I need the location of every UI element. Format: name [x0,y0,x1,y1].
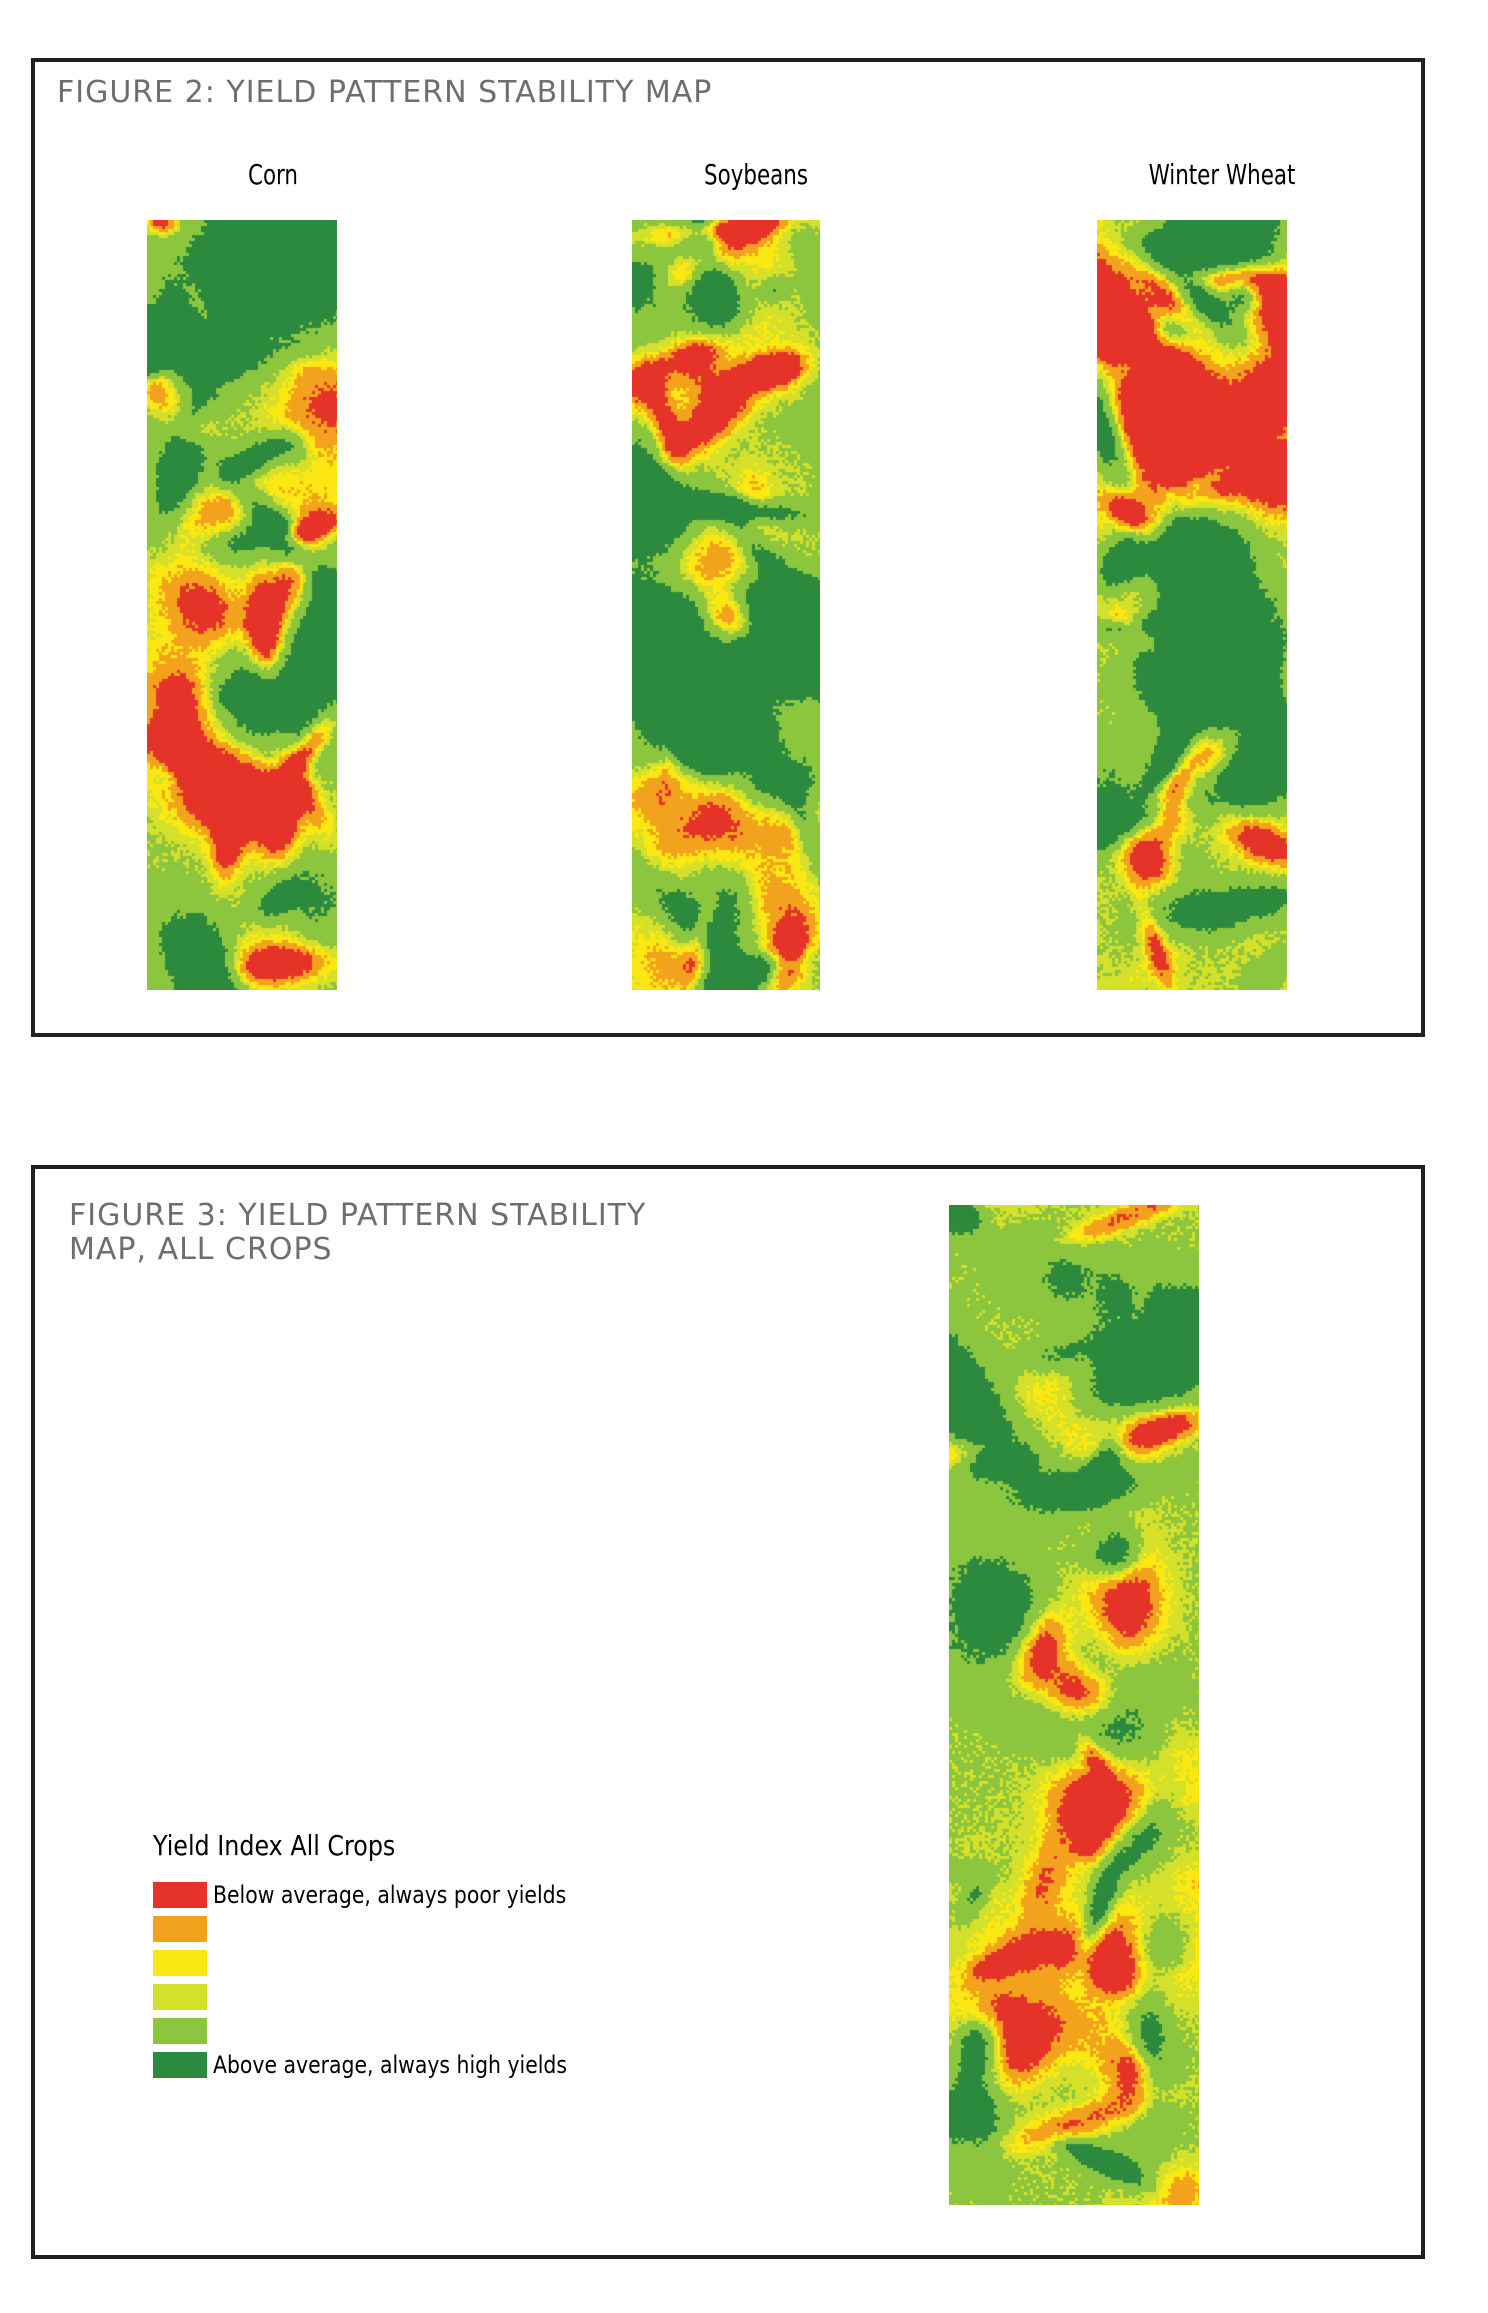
legend-item [153,1983,213,2011]
legend-item [153,1915,213,1943]
figure-2-title: FIGURE 2: YIELD PATTERN STABILITY MAP [57,75,713,110]
legend-item [153,2017,213,2045]
legend-item [153,1949,213,1977]
legend-title: Yield Index All Crops [153,1829,396,1862]
legend-swatch [153,1882,207,1908]
corn-yield-map [147,220,337,990]
panel-label-corn: Corn [247,158,299,191]
legend-label: Below average, always poor yields [213,1881,567,1909]
figure-2-frame: FIGURE 2: YIELD PATTERN STABILITY MAP Co… [31,58,1425,1037]
panel-label-winter-wheat: Winter Wheat [1148,158,1296,191]
panel-label-soybeans: Soybeans [704,158,808,191]
legend-item: Above average, always high yields [153,2051,629,2079]
all-crops-yield-map [949,1205,1199,2205]
figure-3-frame: FIGURE 3: YIELD PATTERN STABILITY MAP, A… [31,1165,1425,2259]
legend-swatch [153,2018,207,2044]
winter-wheat-yield-map [1097,220,1287,990]
figure-3-title: FIGURE 3: YIELD PATTERN STABILITY MAP, A… [69,1198,647,1267]
legend-item: Below average, always poor yields [153,1881,629,1909]
legend-label: Above average, always high yields [213,2051,568,2079]
legend-swatch [153,1984,207,2010]
legend-swatch [153,1950,207,1976]
legend-swatch [153,2052,207,2078]
legend-swatch [153,1916,207,1942]
soybeans-yield-map [632,220,820,990]
